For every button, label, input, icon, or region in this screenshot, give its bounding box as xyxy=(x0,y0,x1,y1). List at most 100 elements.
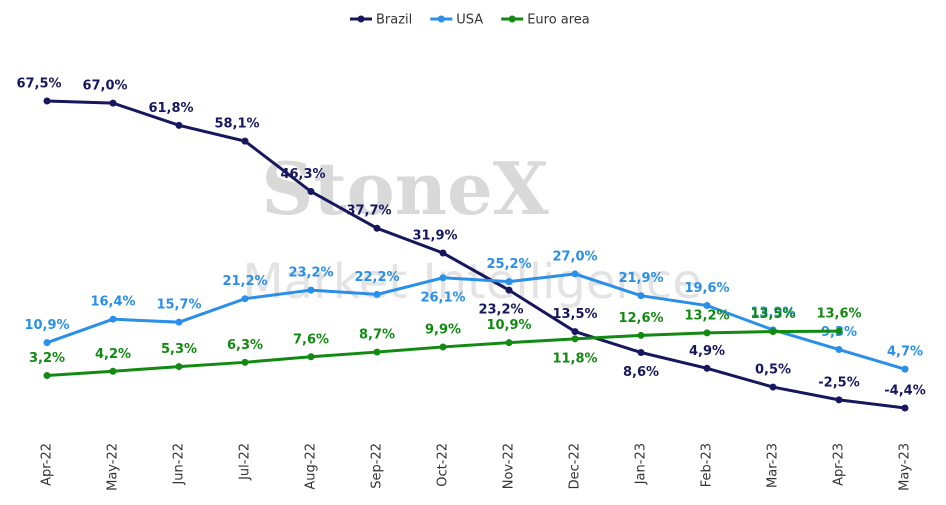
series-line xyxy=(46,272,906,371)
x-tick-label: Dec-22 xyxy=(568,443,583,489)
point xyxy=(703,364,711,372)
point xyxy=(703,329,711,337)
point xyxy=(109,315,117,323)
legend-marker xyxy=(437,15,445,23)
data-label: 10,9% xyxy=(24,318,69,333)
data-label: 11,8% xyxy=(552,351,597,366)
data-label: 22,2% xyxy=(354,270,399,285)
point xyxy=(109,367,117,375)
x-tick-label: Sep-22 xyxy=(370,443,385,489)
x-tick-label: Apr-23 xyxy=(832,443,847,486)
data-label: 13,5% xyxy=(750,307,795,322)
data-label: 3,2% xyxy=(29,351,65,366)
legend-label: Brazil xyxy=(376,13,412,28)
point xyxy=(901,404,909,412)
data-label: 12,6% xyxy=(618,311,663,326)
point xyxy=(175,363,183,371)
point xyxy=(637,348,645,356)
data-label: 4,2% xyxy=(95,347,131,362)
point xyxy=(835,346,843,354)
point xyxy=(43,97,51,105)
data-label: 13,6% xyxy=(816,307,861,322)
x-tick-label: Jun-22 xyxy=(172,443,187,486)
x-tick-label: Nov-22 xyxy=(502,443,517,489)
x-tick-label: Oct-22 xyxy=(436,443,451,487)
data-label: 0,5% xyxy=(755,363,791,378)
data-label: 67,5% xyxy=(16,77,61,92)
data-label: 26,1% xyxy=(420,290,465,305)
point xyxy=(307,286,315,294)
point xyxy=(505,339,513,347)
point xyxy=(43,339,51,347)
data-label: 10,9% xyxy=(486,318,531,333)
point xyxy=(637,331,645,339)
point xyxy=(175,121,183,129)
point xyxy=(307,353,315,361)
point xyxy=(571,328,579,336)
point xyxy=(769,328,777,336)
point xyxy=(373,348,381,356)
data-label: 8,7% xyxy=(359,328,395,343)
data-label: 23,2% xyxy=(288,266,333,281)
x-tick-label: Aug-22 xyxy=(304,443,319,490)
watermark-subtitle: Market Intelligence xyxy=(242,254,702,310)
point xyxy=(241,295,249,303)
data-label: 67,0% xyxy=(82,79,127,94)
point xyxy=(835,396,843,404)
point xyxy=(505,286,513,294)
data-label: 15,7% xyxy=(156,298,201,313)
data-label: 6,3% xyxy=(227,338,263,353)
point xyxy=(901,365,909,373)
data-label: 16,4% xyxy=(90,295,135,310)
series-line xyxy=(46,99,906,410)
data-label: 31,9% xyxy=(412,229,457,244)
data-label: 23,2% xyxy=(478,303,523,318)
data-label: 4,7% xyxy=(887,345,923,360)
data-label: 25,2% xyxy=(486,257,531,272)
point xyxy=(241,358,249,366)
point xyxy=(373,290,381,298)
data-label: 21,2% xyxy=(222,274,267,289)
point xyxy=(175,318,183,326)
data-label: 5,3% xyxy=(161,342,197,357)
legend-label: Euro area xyxy=(527,13,590,28)
x-tick-label: Apr-22 xyxy=(40,443,55,486)
legend-label: USA xyxy=(456,13,483,28)
point xyxy=(439,274,447,282)
data-label: 27,0% xyxy=(552,249,597,264)
x-tick-label: May-22 xyxy=(106,443,121,491)
x-tick-label: Feb-23 xyxy=(700,443,715,487)
point xyxy=(835,327,843,335)
point xyxy=(439,343,447,351)
point xyxy=(373,224,381,232)
data-label: -2,5% xyxy=(818,375,859,390)
data-label: 13,5% xyxy=(552,307,597,322)
data-label: -4,4% xyxy=(884,384,925,399)
data-label: 46,3% xyxy=(280,167,325,182)
data-label: 8,6% xyxy=(623,365,659,380)
point xyxy=(307,188,315,196)
legend-marker xyxy=(508,15,516,23)
data-label: 13,9% xyxy=(750,305,795,320)
x-tick-label: May-23 xyxy=(898,443,913,491)
point xyxy=(703,302,711,310)
data-label: 58,1% xyxy=(214,117,259,132)
data-label: 9,9% xyxy=(425,322,461,337)
point xyxy=(505,278,513,286)
data-label: 21,9% xyxy=(618,271,663,286)
point xyxy=(637,292,645,300)
data-label: 7,6% xyxy=(293,332,329,347)
data-label: 13,2% xyxy=(684,308,729,323)
data-label: 4,9% xyxy=(689,344,725,359)
x-tick-label: Mar-23 xyxy=(766,443,781,488)
watermark: StoneX xyxy=(261,146,548,231)
data-label: 19,6% xyxy=(684,281,729,296)
x-tick-label: Jan-23 xyxy=(634,443,649,485)
point xyxy=(43,372,51,380)
data-label: 61,8% xyxy=(148,101,193,116)
x-tick-label: Jul-22 xyxy=(238,443,253,481)
point xyxy=(241,137,249,145)
legend-marker xyxy=(357,15,365,23)
point xyxy=(571,335,579,343)
